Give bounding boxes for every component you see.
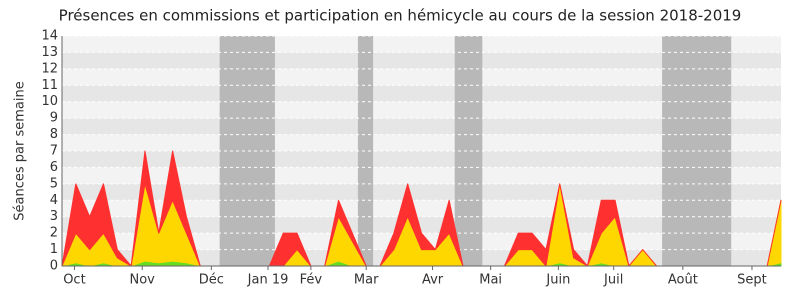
y-axis-label: Séances par semaine — [13, 81, 28, 220]
y-tick-label: 6 — [50, 160, 58, 175]
x-tick-label: Nov — [130, 273, 156, 288]
x-tick-label: Déc — [199, 273, 224, 288]
y-tick-label: 11 — [41, 78, 58, 93]
y-tick-label: 3 — [50, 209, 58, 224]
y-tick-label: 4 — [50, 193, 58, 208]
chart-title: Présences en commissions et participatio… — [59, 7, 742, 25]
y-tick-label: 0 — [50, 259, 58, 274]
y-tick-label: 5 — [50, 176, 58, 191]
y-tick-label: 14 — [41, 29, 58, 44]
y-tick-label: 2 — [50, 226, 58, 241]
y-tick-label: 1 — [50, 242, 58, 257]
x-tick-label: Juin — [545, 273, 570, 288]
y-tick-label: 8 — [50, 127, 58, 142]
y-tick-label: 9 — [50, 111, 58, 126]
y-tick-label: 10 — [41, 94, 58, 109]
x-tick-label: Sept — [737, 273, 767, 288]
y-tick-label: 13 — [41, 45, 58, 60]
x-tick-label: Avr — [422, 273, 444, 288]
x-tick-label: Mai — [479, 273, 502, 288]
y-tick-label: 12 — [41, 61, 58, 76]
x-tick-label: Jan 19 — [247, 273, 289, 288]
vacation-band — [357, 36, 374, 266]
x-tick-label: Août — [668, 273, 698, 288]
x-tick-label: Fév — [300, 273, 323, 288]
x-tick-label: Oct — [63, 273, 85, 288]
y-tick-label: 7 — [50, 144, 58, 159]
vacation-band — [219, 36, 275, 266]
vacation-band — [662, 36, 732, 266]
x-tick-label: Juil — [603, 273, 623, 288]
x-tick-label: Mar — [354, 273, 379, 288]
area — [61, 150, 782, 267]
